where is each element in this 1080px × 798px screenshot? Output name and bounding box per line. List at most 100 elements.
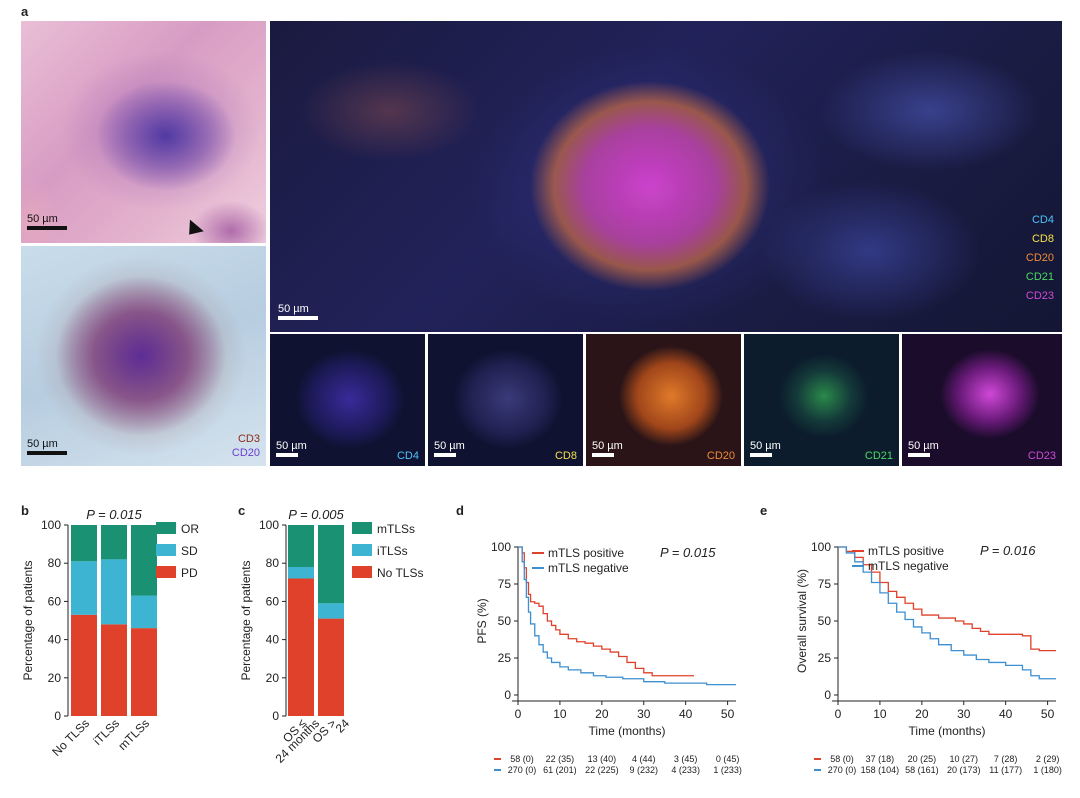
e-risk-0-3: 10 (27) [950,754,979,764]
e-risk-1-4: 11 (177) [989,765,1022,775]
thumb-cd23-scale-line [908,453,930,457]
mif-main-scale-line [278,316,318,320]
c-bar-0-itlss [288,567,314,579]
c-bar-0-no-tlss [288,578,314,716]
d-xtick-label-2: 20 [595,707,609,721]
thumb-cd21-label: CD21 [864,450,893,462]
mif-main-scale-text: 50 µm [278,303,309,315]
thumb-cd21-scale-line [750,453,772,457]
e-ytick-label-0: 0 [824,688,831,702]
panel-e-letter: e [760,503,768,518]
d-curve-mtls-negative [518,546,736,686]
e-xlabel: Time (months) [909,724,986,738]
marker-cd21: CD21 [1025,271,1054,283]
thumb-cd23-image: 50 µm CD23 [902,334,1062,466]
d-risk-0-0: 58 (0) [510,754,534,764]
thumb-cd8-image: 50 µm CD8 [428,334,583,466]
b-legend-label-2: PD [181,566,198,580]
d-ylabel: PFS (%) [475,598,489,643]
d-risk-1-3: 9 (232) [630,765,659,775]
chart-d-pfs: 0 25 50 75 100 0 10 20 30 40 50 Time (months) PFS (%… [475,540,742,775]
ihc-stain-legend: CD3 CD20 [232,432,260,460]
c-legend-swatch-0 [352,522,372,534]
chart-e-os: 0 25 50 75 100 0 10 20 30 40 50 Time (months) Overal… [795,540,1062,775]
d-ytick-label-3: 75 [498,577,512,591]
b-legend-swatch-1 [156,544,176,556]
thumb-cd23-scale: 50 µm [908,440,939,457]
b-p-value: P = 0.015 [86,507,142,522]
panel-c-letter: c [238,503,246,518]
e-legend-label-0: mTLS positive [868,544,944,558]
mif-main-scale-bar: 50 µm [278,303,318,320]
e-curve-mtls-positive [838,546,1056,652]
d-p-value: P = 0.015 [660,545,716,560]
e-risk-0-5: 2 (29) [1036,754,1060,764]
b-ytick-label-4: 80 [48,556,62,570]
e-risk-1-2: 58 (161) [905,765,939,775]
c-ytick-label-0: 0 [272,709,279,723]
b-bar-2-pd [131,628,157,716]
he-scale-bar: 50 µm [27,213,67,230]
d-risk-1-0: 270 (0) [508,765,537,775]
d-risk-1-5: 1 (233) [713,765,742,775]
c-legend-label-1: iTLSs [377,544,408,558]
thumb-cd4-scale: 50 µm [276,440,307,457]
c-bar-1-itlss [318,603,344,619]
b-legend-label-1: SD [181,544,198,558]
b-xtick-label-2: mTLSs [115,716,152,753]
b-bar-1-or [101,525,127,560]
d-risk-0-2: 13 (40) [588,754,617,764]
d-risk-1-2: 22 (225) [585,765,619,775]
thumb-cd8-scale-text: 50 µm [434,440,465,452]
thumb-cd4-scale-line [276,453,298,457]
d-ytick-label-4: 100 [491,540,511,554]
b-legend-swatch-2 [156,566,176,578]
e-risk-0-2: 20 (25) [908,754,937,764]
thumb-cd21-scale: 50 µm [750,440,781,457]
b-ytick-label-2: 40 [48,633,62,647]
d-xlabel: Time (months) [589,724,666,738]
he-scale-text: 50 µm [27,213,58,225]
ihc-scale-bar: 50 µm [27,438,67,455]
b-legend-swatch-0 [156,522,176,534]
e-xtick-label-5: 50 [1041,707,1055,721]
d-curve-mtls-positive [518,546,695,677]
ihc-label-cd20: CD20 [231,447,260,459]
e-xtick-label-1: 10 [873,707,887,721]
c-legend-swatch-1 [352,544,372,556]
c-legend-label-0: mTLSs [377,522,415,536]
arrowhead-icon [182,219,204,241]
d-risk-0-5: 0 (45) [716,754,740,764]
thumb-cd4-label: CD4 [396,450,419,462]
thumb-cd8-scale: 50 µm [434,440,465,457]
marker-cd4: CD4 [1031,214,1054,226]
panel-d-letter: d [456,503,464,518]
d-risk-1-4: 4 (233) [671,765,700,775]
c-p-value: P = 0.005 [288,507,344,522]
e-risk-1-5: 1 (180) [1033,765,1062,775]
c-legend-swatch-2 [352,566,372,578]
c-ytick-label-5: 100 [259,518,279,532]
e-risk-1-0: 270 (0) [828,765,857,775]
e-risk-1-1: 158 (104) [861,765,900,775]
c-bar-1-no-tlss [318,618,344,716]
ihc-scale-text: 50 µm [27,438,58,450]
thumb-cd4-image: 50 µm CD4 [270,334,425,466]
b-bar-0-sd [71,561,97,615]
thumb-cd23-label: CD23 [1027,450,1056,462]
b-bar-2-or [131,525,157,596]
e-xtick-label-0: 0 [835,707,842,721]
ihc-stain-image: 50 µm CD3 CD20 [21,246,266,466]
e-risk-0-4: 7 (28) [994,754,1018,764]
c-legend-label-2: No TLSs [377,566,423,580]
d-risk-1-1: 61 (201) [543,765,577,775]
d-xtick-label-0: 0 [515,707,522,721]
b-legend-label-0: OR [181,522,199,536]
e-ytick-label-2: 50 [818,614,832,628]
thumb-cd21-image: 50 µm CD21 [744,334,899,466]
d-xtick-label-4: 40 [679,707,693,721]
thumb-cd20-label: CD20 [706,450,735,462]
b-ytick-label-5: 100 [41,518,61,532]
